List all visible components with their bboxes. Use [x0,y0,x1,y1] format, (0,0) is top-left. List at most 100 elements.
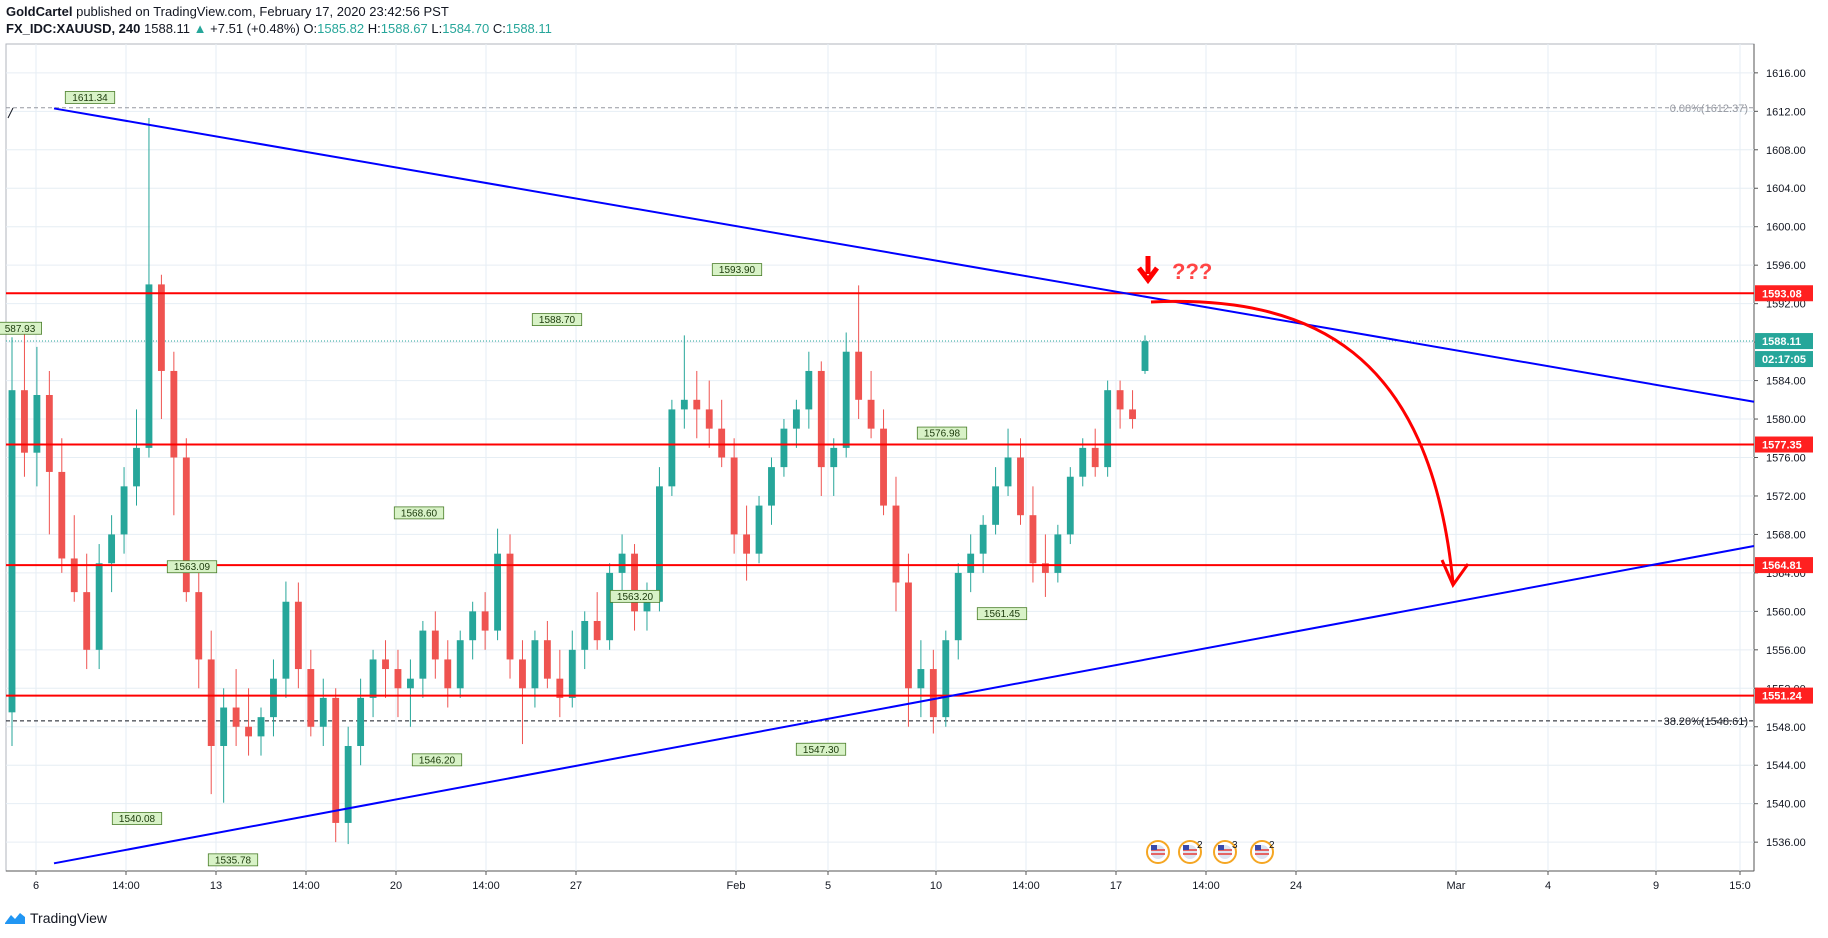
x-tick-label: 14:00 [1192,880,1220,892]
event-count-label: 2 [1197,840,1203,851]
candle [755,495,763,564]
candle [307,649,315,737]
candle [394,649,402,718]
candle [58,438,66,573]
candle [631,544,638,631]
us-flag-event-icon: 2 [1178,840,1203,864]
drawing-handle [7,107,14,119]
last-price: 1588.11 [144,21,191,36]
candle [456,630,464,698]
x-tick-label: 15:0 [1729,880,1750,892]
candle-body [606,572,614,641]
y-tick-label: 1612.00 [1766,106,1806,118]
price-bubble: 1561.45 [976,607,1028,620]
candle [954,563,962,660]
y-tick-label: 1580.00 [1766,414,1806,426]
symbol-label[interactable]: FX_IDC:XAUUSD, 240 [6,21,141,36]
candle [656,467,663,612]
level-price-tag-label: 1577.35 [1762,440,1802,452]
price-bubble: 1563.09 [166,560,218,573]
candle-body [120,486,128,535]
level-price-tag-label: 1593.08 [1762,288,1802,300]
candle-body [195,592,203,660]
candle-body [680,399,688,410]
y-tick-label: 1556.00 [1766,645,1806,657]
x-tick-label: 24 [1290,880,1302,892]
x-tick-label: 17 [1110,880,1122,892]
level-price-tag: 1564.81 [1755,557,1813,574]
candle-body [718,428,726,458]
candle-body [1079,447,1087,477]
candle-body [855,351,863,400]
tradingview-footer[interactable]: TradingView [4,910,107,926]
candle [880,409,887,516]
candle-body [830,447,838,468]
x-tick-label: 13 [210,880,222,892]
candle-body [369,659,377,698]
price-bubble-label: 1611.34 [72,93,108,104]
candles-group [8,118,1149,845]
candle-body [817,370,825,468]
candle [357,678,365,766]
open-label: O: [303,21,318,36]
candle-body [494,553,501,631]
event-icon-canton [1218,845,1224,850]
candle [431,611,439,679]
candle [1116,380,1124,429]
fib-level-label: 38.20%(1548.61) [1664,716,1748,728]
candle-body [58,471,66,559]
candle-body [618,553,626,573]
candle [245,688,252,756]
high-value: 1588.67 [380,21,428,36]
price-bubble: 1576.98 [916,426,968,440]
price-bubble-label: 1563.20 [617,592,654,603]
candle [730,438,738,554]
countdown-tag-label: 02:17:05 [1762,354,1806,366]
candle-body [1104,390,1112,468]
y-tick-label: 1592.00 [1766,299,1806,311]
candle [817,361,825,496]
candle-body [1091,447,1099,468]
candle [83,553,91,670]
candle-body [83,592,91,650]
candle [593,592,601,650]
x-tick-label: 14:00 [292,880,320,892]
x-tick-label: 9 [1653,880,1659,892]
us-flag-event-icon: 2 [1250,840,1275,864]
candle-body [170,370,178,458]
candle-body [419,630,427,679]
candle-body [543,640,551,679]
published-text: published on TradingView.com, February 1… [76,4,449,19]
candle [693,370,701,439]
projection-arrow [1150,299,1470,589]
candle [805,351,813,429]
x-tick-label: 4 [1545,880,1551,892]
y-tick-label: 1584.00 [1766,376,1806,388]
close-label: C: [492,21,506,36]
candle-body [705,409,713,429]
candle-body [1116,390,1124,410]
price-bubble: 1593.90 [711,263,763,276]
price-chart[interactable]: 1616.00 1612.00 1608.00 1604.00 1600.00 1596.… [0,40,1828,906]
publisher-name[interactable]: GoldCartel [6,4,73,19]
candle [556,649,564,718]
price-bubble-box [531,313,583,327]
price-bubble-box [711,263,763,276]
candle-body [307,669,315,727]
candle-body [1054,534,1062,573]
candle-body [157,284,165,371]
x-tick-label: 20 [390,880,402,892]
current-price-tag-box [1755,333,1813,350]
candle-body [145,284,153,448]
candle [170,351,178,516]
candle [207,630,215,795]
candle-body [805,370,813,410]
price-bubble: 1568.60 [393,506,445,519]
candle [33,346,41,487]
candle-body [469,611,477,641]
candle [929,649,937,734]
candle-body [357,697,365,746]
candle-body [332,697,340,823]
candle [967,534,975,593]
candle-body [892,505,900,583]
